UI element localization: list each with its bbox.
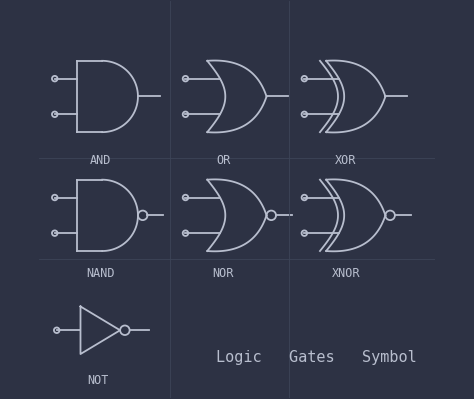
Text: Logic   Gates   Symbol: Logic Gates Symbol	[216, 350, 417, 365]
Text: AND: AND	[90, 154, 111, 167]
Text: NOR: NOR	[212, 267, 234, 280]
Text: XOR: XOR	[335, 154, 356, 167]
Text: XNOR: XNOR	[332, 267, 360, 280]
Text: NOT: NOT	[87, 374, 108, 387]
Text: NAND: NAND	[86, 267, 115, 280]
Text: OR: OR	[216, 154, 230, 167]
